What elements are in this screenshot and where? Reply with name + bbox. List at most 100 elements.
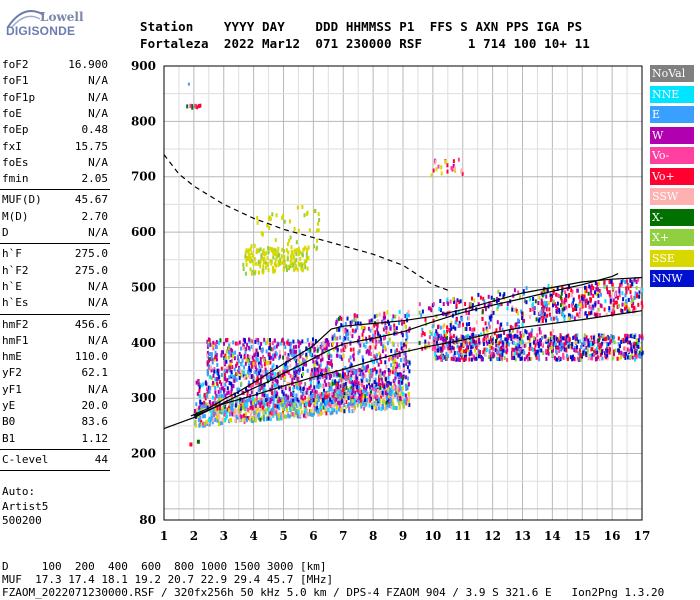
echo-point (374, 330, 377, 335)
echo-point (556, 306, 559, 311)
echo-point (463, 336, 466, 341)
echo-point (359, 396, 362, 400)
param-label: MUF(D) (2, 193, 42, 207)
echo-point (365, 401, 368, 406)
echo-point (470, 345, 473, 350)
echo-point (606, 348, 609, 353)
echo-point (249, 405, 252, 410)
echo-point (391, 341, 394, 346)
echo-point (316, 375, 319, 380)
param-label: D (2, 226, 9, 239)
echo-point (616, 356, 619, 361)
echo-point (379, 394, 382, 399)
echo-point (327, 349, 330, 354)
echo-point (286, 340, 289, 345)
echo-point (224, 376, 227, 381)
echo-point (347, 376, 350, 381)
echo-point (628, 348, 631, 353)
echo-point (584, 311, 587, 316)
echo-point (367, 346, 370, 350)
echo-point (274, 248, 277, 253)
echo-point (606, 353, 609, 358)
echo-point (234, 374, 237, 379)
echo-point (347, 388, 350, 393)
echo-point (487, 321, 490, 326)
echo-point (319, 358, 322, 363)
echo-point (562, 352, 565, 357)
echo-point (604, 299, 607, 304)
echo-point (335, 406, 338, 410)
echo-point (402, 366, 405, 371)
echo-point (472, 332, 475, 337)
echo-point (287, 250, 290, 255)
echo-point (297, 386, 300, 391)
echo-point (269, 367, 272, 372)
echo-point (324, 404, 327, 409)
echo-point (594, 290, 596, 295)
echo-point (258, 399, 261, 404)
echo-point (389, 397, 392, 402)
echo-point (258, 384, 261, 389)
echo-point (265, 398, 268, 402)
echo-point (541, 289, 544, 293)
param-value: 16.900 (68, 58, 108, 71)
echo-point (230, 359, 233, 364)
echo-point (491, 334, 493, 339)
echo-point (293, 376, 296, 380)
echo-point (458, 300, 461, 305)
echo-point (599, 348, 602, 353)
echo-point (490, 336, 492, 341)
echo-point (272, 376, 275, 380)
echo-point (217, 341, 220, 346)
param-row-m-d-: M(D) 2.70 (2, 210, 108, 224)
echo-point (398, 363, 401, 367)
echo-point (464, 340, 467, 345)
profile-line-2 (190, 276, 643, 417)
echo-point (377, 362, 380, 367)
echo-point (468, 341, 471, 346)
echo-point (259, 247, 262, 252)
echo-point (524, 329, 527, 334)
echo-point (452, 357, 455, 362)
echo-point (340, 405, 343, 410)
echo-point (268, 352, 271, 357)
echo-point (573, 348, 576, 352)
echo-point (196, 439, 200, 444)
echo-point (213, 367, 216, 372)
echo-point (408, 328, 411, 333)
echo-point (611, 282, 614, 287)
echo-point (406, 365, 409, 370)
echo-point (568, 345, 571, 350)
echo-point (204, 396, 207, 401)
echo-point (218, 394, 221, 399)
echo-point (375, 339, 378, 344)
echo-point (386, 398, 389, 403)
echo-point (316, 400, 319, 405)
echo-point (638, 354, 641, 359)
legend: NoVal NNE E W Vo- Vo+ SSW X- X+ SSE NNW (650, 65, 694, 291)
y-tick-label: 300 (131, 391, 156, 405)
echo-point (193, 409, 196, 413)
echo-point (608, 347, 611, 351)
echo-point (335, 397, 338, 402)
echo-point (303, 362, 305, 367)
echo-point (214, 355, 217, 360)
echo-point (598, 336, 601, 340)
echo-point (563, 317, 566, 322)
echo-point (385, 325, 388, 330)
echo-point (328, 370, 331, 375)
echo-point (428, 335, 431, 340)
echo-point (510, 336, 513, 341)
echo-point (561, 300, 564, 305)
echo-point (317, 394, 319, 399)
echo-point (299, 401, 302, 406)
echo-point (558, 358, 561, 362)
echo-point (563, 344, 566, 349)
footer-file-info: FZAOM_2022071230000.RSF / 320fx256h 50 k… (2, 586, 665, 599)
echo-point (558, 341, 561, 346)
echo-point (335, 402, 338, 407)
echo-point (216, 362, 219, 367)
echo-point (289, 395, 292, 399)
echo-point (349, 347, 352, 352)
param-row-h-f: h`F 275.0 (2, 247, 108, 261)
